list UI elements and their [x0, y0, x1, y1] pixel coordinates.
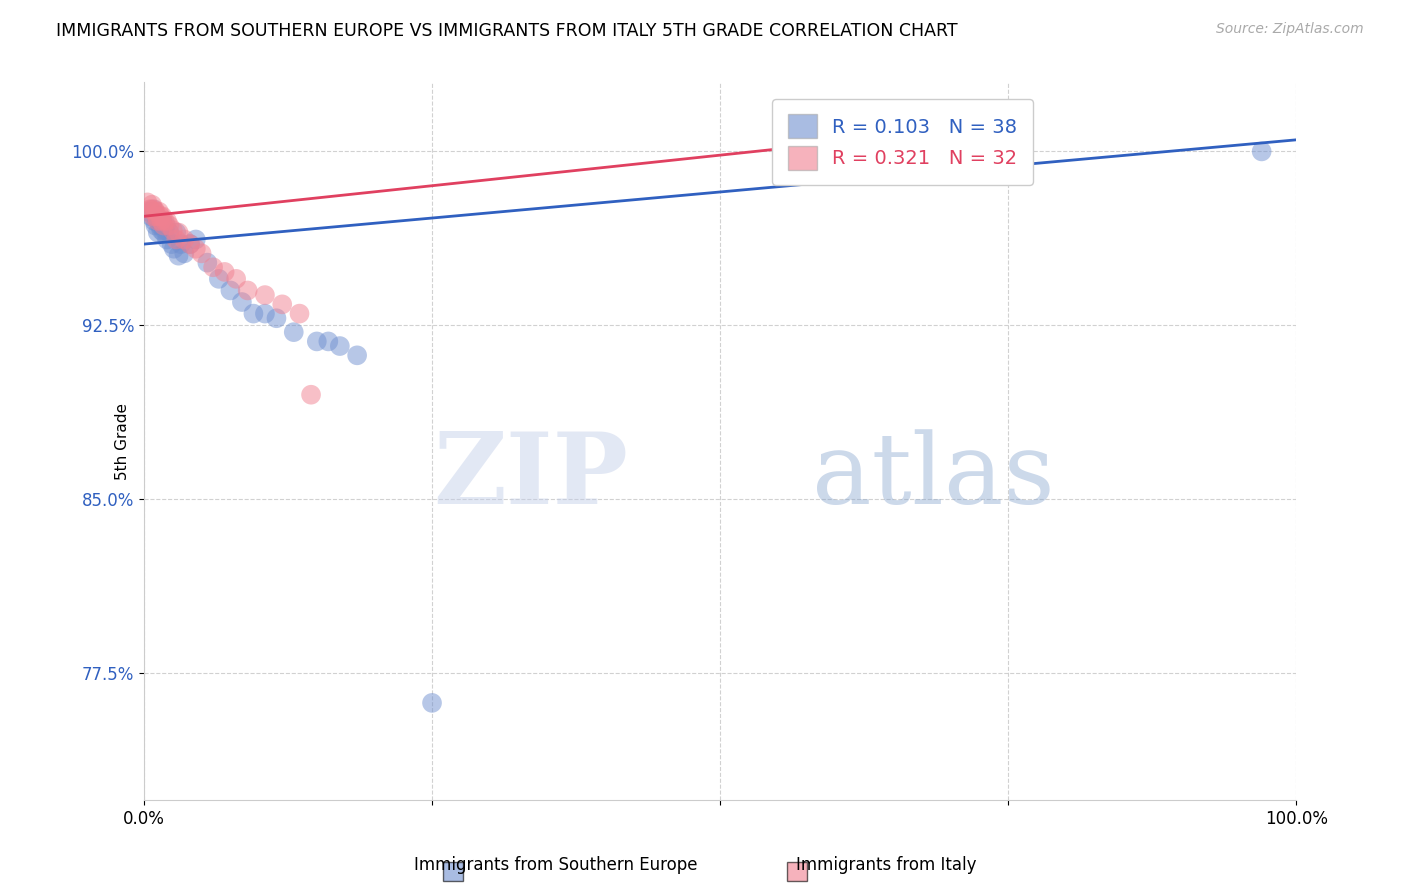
Point: [167, 226, 190, 240]
Point: [184, 232, 207, 246]
Point: [162, 223, 184, 237]
Legend: R = 0.103   N = 38, R = 0.321   N = 32: R = 0.103 N = 38, R = 0.321 N = 32: [772, 99, 1033, 186]
Point: [145, 219, 167, 233]
Point: [329, 339, 352, 353]
Point: [253, 288, 276, 302]
Text: Source: ZipAtlas.com: Source: ZipAtlas.com: [1216, 22, 1364, 37]
Point: [143, 202, 166, 217]
Point: [146, 214, 169, 228]
Point: [145, 204, 167, 219]
Point: [146, 226, 169, 240]
Point: [420, 696, 443, 710]
Point: [318, 334, 340, 349]
Point: [195, 255, 218, 269]
Point: [163, 242, 186, 256]
Text: Immigrants from Italy: Immigrants from Italy: [796, 855, 976, 873]
Point: [153, 223, 176, 237]
Point: [149, 209, 172, 223]
Point: [152, 214, 174, 228]
Point: [173, 246, 195, 260]
Point: [346, 348, 368, 362]
Point: [155, 219, 177, 233]
Point: [145, 209, 167, 223]
Point: [153, 214, 176, 228]
Point: [148, 204, 170, 219]
Point: [242, 307, 264, 321]
Point: [152, 209, 174, 223]
Text: Immigrants from Southern Europe: Immigrants from Southern Europe: [413, 855, 697, 873]
Point: [143, 214, 166, 228]
Point: [253, 307, 276, 321]
Point: [219, 284, 242, 298]
Point: [139, 202, 162, 217]
Point: [165, 232, 187, 246]
Point: [299, 388, 322, 402]
Point: [138, 204, 160, 219]
Point: [156, 232, 179, 246]
Text: ZIP: ZIP: [433, 428, 628, 525]
Point: [157, 226, 180, 240]
Point: [148, 214, 170, 228]
Point: [190, 246, 212, 260]
Point: [184, 242, 207, 256]
Point: [214, 265, 236, 279]
Point: [288, 307, 311, 321]
Point: [167, 249, 190, 263]
Point: [139, 209, 162, 223]
Y-axis label: 5th Grade: 5th Grade: [115, 402, 131, 480]
Point: [149, 219, 172, 233]
Point: [152, 219, 174, 233]
Point: [141, 197, 163, 211]
Point: [150, 214, 173, 228]
Point: [142, 202, 165, 217]
Text: IMMIGRANTS FROM SOUTHERN EUROPE VS IMMIGRANTS FROM ITALY 5TH GRADE CORRELATION C: IMMIGRANTS FROM SOUTHERN EUROPE VS IMMIG…: [56, 22, 957, 40]
Point: [150, 223, 173, 237]
Text: atlas: atlas: [813, 429, 1054, 524]
Point: [208, 272, 231, 286]
Point: [266, 311, 288, 326]
Point: [179, 237, 201, 252]
Point: [160, 237, 183, 252]
Point: [156, 214, 179, 228]
Point: [152, 226, 174, 240]
Point: [271, 297, 294, 311]
Point: [173, 232, 195, 246]
Point: [165, 226, 187, 240]
Point: [1250, 145, 1272, 159]
Point: [202, 260, 225, 275]
Point: [225, 272, 247, 286]
Point: [157, 219, 180, 233]
Point: [179, 237, 201, 252]
Point: [138, 202, 160, 217]
Point: [283, 325, 305, 339]
Point: [170, 237, 193, 252]
Point: [231, 295, 253, 310]
Point: [305, 334, 328, 349]
Point: [142, 209, 165, 223]
Point: [136, 195, 159, 210]
Point: [145, 209, 167, 223]
Point: [236, 284, 259, 298]
